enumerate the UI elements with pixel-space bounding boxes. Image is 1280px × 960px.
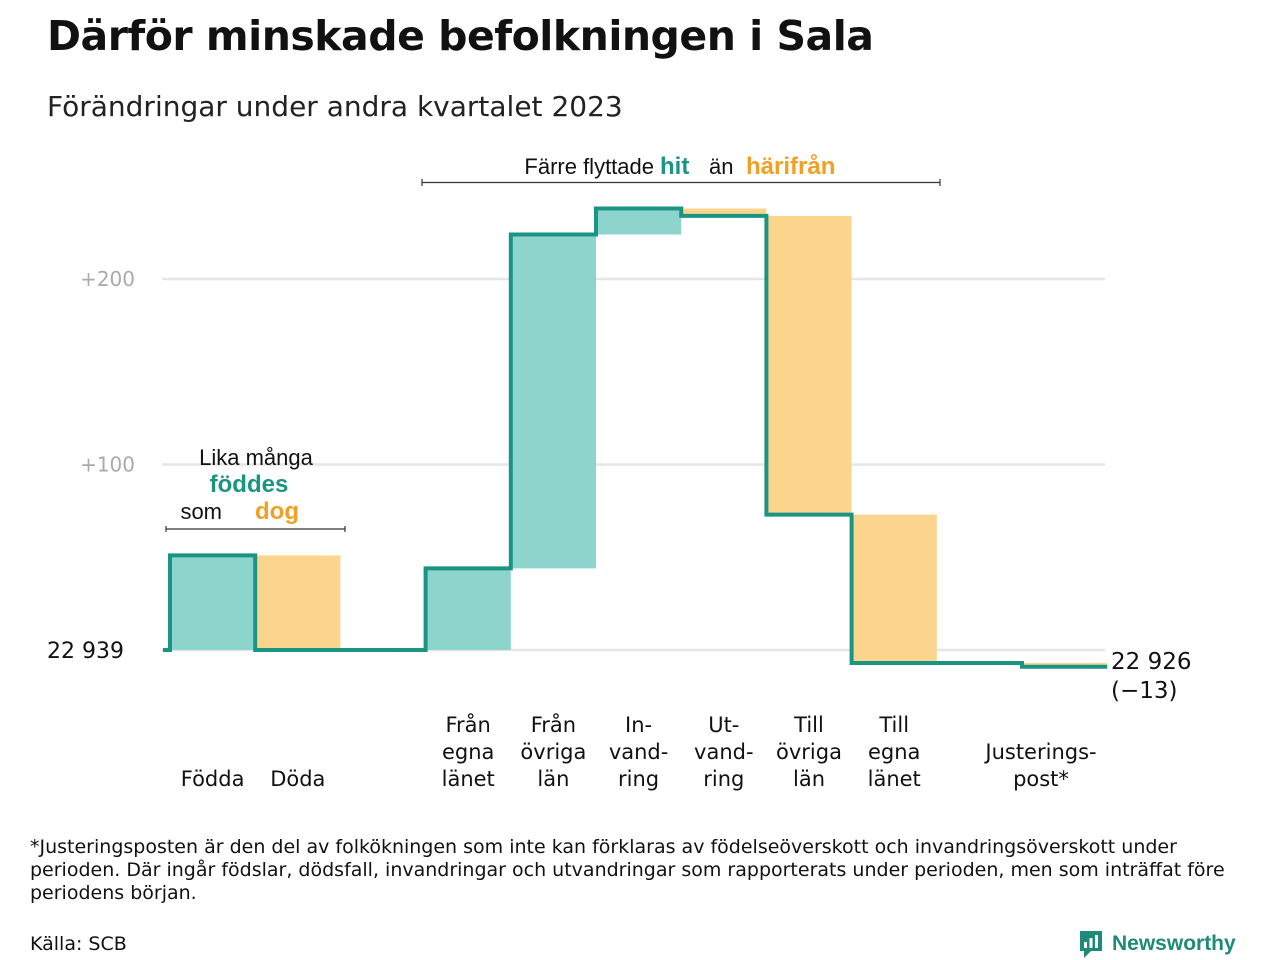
annotation-migration-out-word: härifrån: [746, 153, 835, 180]
category-label: Från: [531, 712, 576, 737]
category-label: post*: [1013, 767, 1069, 791]
brand-name: Newsworthy: [1112, 932, 1236, 955]
category-label: Justerings-: [983, 740, 1096, 764]
category-label: ring: [703, 767, 744, 791]
annotation-migration-mid: än: [709, 154, 733, 179]
category-label: övriga: [520, 740, 586, 764]
category-label: Till: [793, 713, 824, 737]
inflow-bar: [596, 208, 682, 235]
source-note: Källa: SCB: [30, 933, 127, 955]
category-label: vand-: [694, 740, 754, 764]
inflow-bar: [170, 555, 256, 650]
category-label: län: [537, 767, 569, 791]
category-label: Till: [878, 713, 909, 737]
category-label: In-: [625, 713, 652, 737]
category-label: Från: [446, 712, 491, 737]
newsworthy-logo-icon: [1080, 931, 1102, 958]
cumulative-step-line: [163, 206, 1108, 669]
outflow-bar: [851, 514, 937, 663]
footnote: *Justeringsposten är den del av folkökni…: [30, 836, 1225, 904]
end-value-label: 22 926: [1111, 649, 1191, 675]
outflow-bar: [681, 208, 767, 216]
category-label: Döda: [270, 767, 325, 791]
waterfall-chart: +100 +200 22 939 22 926 (−13) Födda Döda Från eg…: [47, 153, 1191, 791]
annotation-migration-in-word: hit: [660, 153, 689, 180]
y-tick-label: +200: [80, 267, 135, 291]
annotation-births-text: Lika många: [199, 445, 314, 470]
category-label: län: [793, 767, 825, 791]
chart-subtitle: Förändringar under andra kvartalet 2023: [47, 90, 623, 123]
category-label: egna: [868, 740, 920, 764]
category-label: länet: [868, 767, 921, 791]
outflow-bar: [766, 215, 852, 515]
annotation-births-out-word: dog: [255, 498, 299, 525]
category-label: egna: [442, 740, 494, 764]
start-value-label: 22 939: [47, 639, 124, 664]
category-label: övriga: [776, 740, 842, 764]
annotation-migration-text: Färre flyttade: [524, 154, 654, 179]
annotation-births-bracket: [165, 526, 346, 532]
category-label: vand-: [609, 740, 669, 764]
category-label: ring: [618, 767, 659, 791]
category-label: Födda: [181, 767, 245, 791]
inflow-bar: [510, 234, 596, 569]
category-label: Ut-: [708, 713, 739, 737]
annotation-births-in-word: föddes: [210, 471, 289, 498]
annotation-births-mid: som: [180, 499, 222, 524]
annotation-migration-bracket: [421, 179, 941, 186]
y-tick-label: +100: [80, 453, 135, 477]
category-label: länet: [442, 767, 495, 791]
end-change-label: (−13): [1111, 678, 1177, 704]
inflow-bar: [425, 568, 511, 650]
chart-title: Därför minskade befolkningen i Sala: [47, 12, 874, 60]
outflow-bar: [255, 555, 341, 650]
newsworthy-brand[interactable]: Newsworthy: [1078, 929, 1236, 959]
